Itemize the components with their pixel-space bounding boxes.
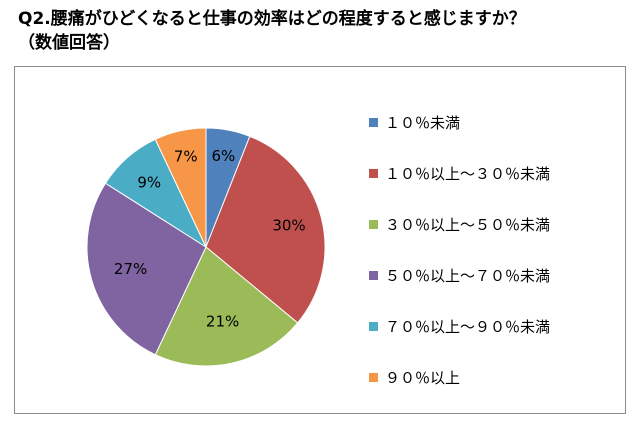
- legend-swatch: [369, 271, 378, 280]
- pie-slice-2: [205, 135, 326, 324]
- chart-title: Q2.腰痛がひどくなると仕事の効率はどの程度すると感じますか？: [18, 9, 526, 29]
- legend-label: ９０％以上: [385, 369, 461, 387]
- legend-label: １０％以上～３０％未満: [385, 165, 551, 183]
- legend-label: １０％未満: [385, 114, 461, 132]
- data-label-3: 21%: [206, 312, 239, 330]
- pie-slice-6: [154, 127, 207, 248]
- data-label-6: 7%: [174, 147, 198, 165]
- legend-swatch: [369, 118, 378, 127]
- legend-swatch: [369, 322, 378, 331]
- chart-subtitle: （数値回答）: [18, 33, 120, 53]
- legend-label: ３０％以上～５０％未満: [385, 216, 551, 234]
- chart-frame: 6% 30% 21% 27% 9% 7% １０％未満 １０％以上～３０％未満 ３０％以上～５０…: [14, 66, 626, 414]
- pie-slice-4: [86, 182, 207, 356]
- data-label-4: 27%: [114, 260, 147, 278]
- data-label-1: 6%: [212, 147, 236, 165]
- legend-label: ７０％以上～９０％未満: [385, 318, 551, 336]
- data-label-2: 30%: [272, 217, 305, 235]
- pie-chart: 6% 30% 21% 27% 9% 7%: [86, 127, 326, 367]
- legend-label: ５０％以上～７０％未満: [385, 267, 551, 285]
- data-label-5: 9%: [137, 174, 161, 192]
- legend-swatch: [369, 373, 378, 382]
- pie-slice-3: [154, 246, 299, 367]
- legend-swatch: [369, 220, 378, 229]
- legend-swatch: [369, 169, 378, 178]
